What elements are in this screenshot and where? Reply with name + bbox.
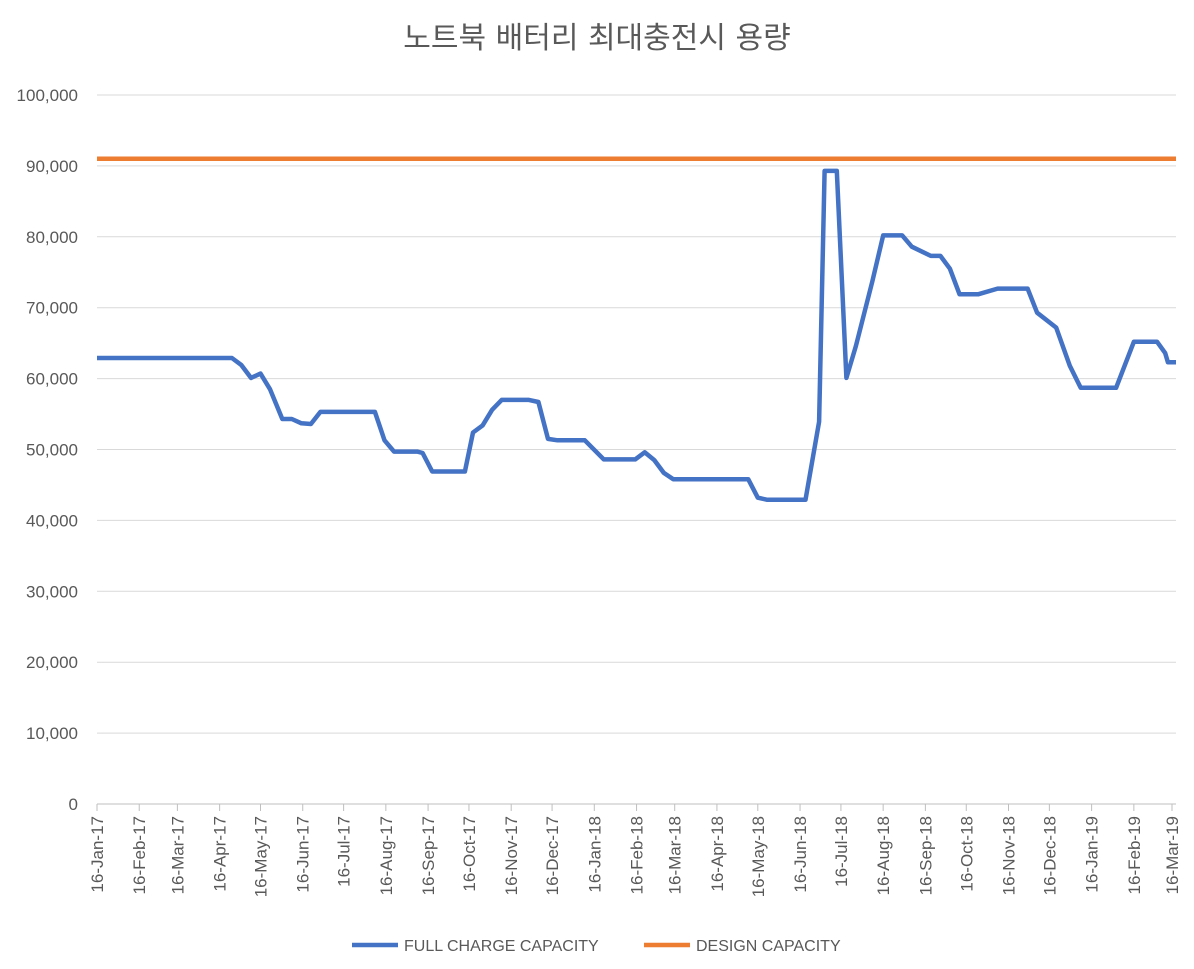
x-tick-label: 16-Mar-19 [1163,816,1182,894]
x-tick-label: 16-Sep-18 [916,816,935,895]
x-axis: 16-Jan-17 16-Feb-17 16-Mar-17 16-Apr-17 16-M… [88,803,1182,897]
legend-label: FULL CHARGE CAPACITY [404,938,599,955]
y-tick-label: 20,000 [26,653,78,672]
x-tick-label: 16-Dec-18 [1040,816,1059,895]
x-tick-label: 16-Jan-18 [585,816,604,893]
y-tick-label: 60,000 [26,370,78,389]
x-tick-label: 16-Nov-18 [1000,816,1019,895]
y-tick-label: 70,000 [26,299,78,318]
x-tick-label: 16-Jan-19 [1083,816,1102,893]
x-tick-label: 16-Apr-18 [708,816,727,892]
x-tick-label: 16-Jun-17 [294,816,313,893]
x-tick-label: 16-Nov-17 [502,816,521,895]
x-tick-label: 16-Feb-18 [628,816,647,894]
y-axis: 0 10,000 20,000 30,000 40,000 50,000 60,000 70,… [17,86,78,814]
y-tick-label: 10,000 [26,724,78,743]
y-tick-label: 50,000 [26,441,78,460]
x-tick-label: 16-Jul-17 [335,816,354,887]
y-tick-label: 100,000 [17,86,78,105]
legend-label: DESIGN CAPACITY [696,938,841,955]
x-tick-label: 16-Apr-17 [211,816,230,892]
x-tick-label: 16-Aug-18 [874,816,893,895]
y-tick-label: 30,000 [26,582,78,601]
series-line-full-charge-capacity [97,168,1176,503]
x-tick-label: 16-Oct-17 [460,816,479,892]
y-tick-label: 80,000 [26,228,78,247]
x-tick-label: 16-Feb-17 [130,816,149,894]
x-tick-label: 16-May-18 [749,816,768,897]
series-layer [97,156,1176,503]
y-tick-label: 90,000 [26,157,78,176]
x-tick-label: 16-May-17 [251,816,270,897]
y-tick-label: 0 [69,795,78,814]
x-tick-label: 16-Feb-19 [1125,816,1144,894]
legend: FULL CHARGE CAPACITY DESIGN CAPACITY [352,938,841,955]
y-tick-label: 40,000 [26,511,78,530]
x-tick-label: 16-Jul-18 [832,816,851,887]
x-tick-label: 16-Jun-18 [791,816,810,893]
x-tick-label: 16-Oct-18 [957,816,976,892]
chart-title: 노트북 배터리 최대충전시 용량 [403,21,790,56]
x-tick-label: 16-Jan-17 [88,816,107,893]
x-tick-label: 16-Sep-17 [419,816,438,895]
x-tick-label: 16-Mar-17 [168,816,187,894]
x-tick-label: 16-Dec-17 [543,816,562,895]
grid-layer [97,94,1176,734]
x-tick-label: 16-Mar-18 [666,816,685,894]
x-tick-label: 16-Aug-17 [377,816,396,895]
